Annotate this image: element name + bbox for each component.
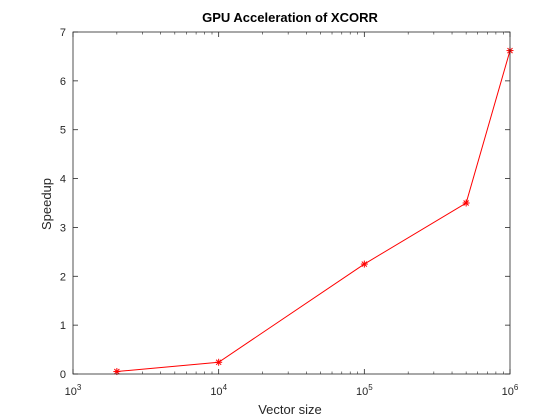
plot-box [72,31,511,375]
y-axis-label: Speedup [39,178,54,230]
marker-stroke [113,368,120,375]
y-tick-label: 3 [60,222,66,234]
marker-stroke [215,359,222,366]
x-minor-ticks [116,32,504,374]
y-tick-label: 5 [60,125,66,137]
tick-labels: 103 104 105 106 0 1 2 3 4 5 6 7 [60,27,519,398]
x-tick-label: 104 [210,383,227,398]
chart-title: GPU Acceleration of XCORR [202,10,378,25]
y-tick-label: 0 [60,369,66,381]
marker-stroke [361,261,368,267]
x-tick-label: 103 [65,383,82,398]
data-point-marker [113,368,121,376]
y-tick-label: 1 [60,320,66,332]
y-tick-label: 7 [60,27,66,39]
marker-stroke [463,200,470,206]
x-axis-label: Vector size [258,402,322,417]
x-tick-label: 106 [502,383,519,398]
data-point-marker [215,358,223,366]
x-tick-label: 105 [356,383,373,398]
y-tick-label: 6 [60,76,66,88]
plot-axes [73,32,510,374]
data-point-marker [462,199,470,207]
data-point-marker [360,260,368,268]
y-tick-label: 2 [60,271,66,283]
plot-area [73,32,510,374]
y-tick-label: 4 [60,174,66,186]
